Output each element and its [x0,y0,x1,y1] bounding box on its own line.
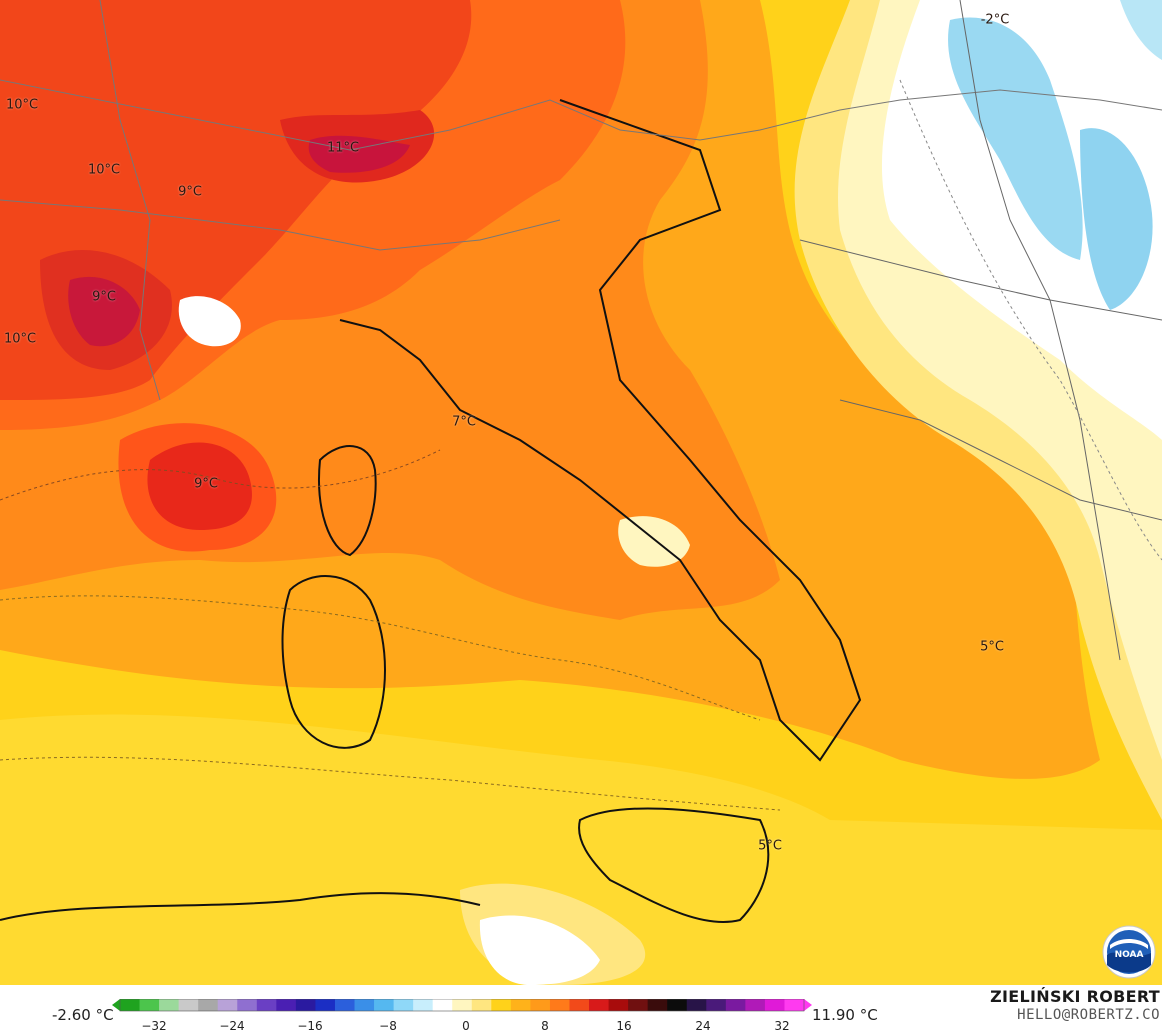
colorbar-segment [745,999,766,1011]
temperature-label: 9°C [92,289,116,305]
max-value-label: 11.90 °C [812,1006,878,1024]
colorbar [112,999,812,1012]
noaa-logo-text: NOAA [1115,950,1144,960]
colorbar-segment [608,999,629,1011]
noaa-logo: NOAA [1102,925,1156,979]
colorbar-tick: 8 [541,1019,549,1033]
colorbar-segment [374,999,395,1011]
colorbar-tick: −16 [297,1019,323,1033]
colorbar-segment [471,999,492,1011]
colorbar-outline [119,999,805,1012]
temperature-label: 11°C [326,140,360,156]
colorbar-segment [530,999,551,1011]
author-name: ZIELIŃSKI ROBERT [990,987,1160,1006]
map-canvas [0,0,1162,985]
colorbar-extend-low [112,999,120,1011]
colorbar-tick: 16 [616,1019,632,1033]
temperature-label: 10°C [3,331,37,347]
colorbar-segment [510,999,531,1011]
colorbar-segment [667,999,688,1011]
colorbar-segment [569,999,590,1011]
colorbar-segment [647,999,668,1011]
colorbar-segment [217,999,238,1011]
colorbar-segment [491,999,512,1011]
temperature-label: 9°C [194,476,218,492]
temperature-label: 7°C [452,414,476,430]
colorbar-segment [354,999,375,1011]
colorbar-segment [686,999,707,1011]
colorbar-tick: 0 [462,1019,470,1033]
legend-bar: -2.60 °C −32 −24 −16 −8 0 8 16 24 32 11.… [0,985,1162,1035]
colorbar-tick: 32 [774,1019,790,1033]
colorbar-segment [159,999,180,1011]
colorbar-segment [276,999,297,1011]
min-value-label: -2.60 °C [52,1006,114,1024]
colorbar-segment [237,999,258,1011]
colorbar-segment [334,999,356,1011]
colorbar-segment [393,999,414,1011]
temperature-label: 10°C [87,162,121,178]
colorbar-extend-high [804,999,812,1011]
colorbar-tick: −24 [219,1019,245,1033]
temperature-label: 5°C [758,838,782,854]
temperature-label: 9°C [178,184,202,200]
colorbar-segment [725,999,746,1011]
author-email: HELLO@ROBERTZ.CO [1017,1007,1160,1023]
colorbar-segment [764,999,786,1011]
colorbar-segment [295,999,317,1011]
colorbar-segment [178,999,199,1011]
colorbar-segment [706,999,727,1011]
colorbar-segment [784,999,805,1011]
colorbar-tick: −32 [141,1019,167,1033]
colorbar-segment [198,999,219,1011]
colorbar-segment [256,999,277,1011]
temperature-map: -2°C 10°C 10°C 11°C 9°C 9°C 10°C 7°C 9°C… [0,0,1162,985]
temperature-label: -2°C [980,12,1010,28]
colorbar-segment [589,999,610,1011]
colorbar-segment [452,999,473,1011]
temperature-label: 10°C [5,97,39,113]
colorbar-segment [120,999,141,1011]
colorbar-segment [432,999,453,1011]
colorbar-segment [315,999,336,1011]
colorbar-segment [549,999,571,1011]
colorbar-tick: 24 [695,1019,711,1033]
colorbar-segment [628,999,649,1011]
colorbar-tick: −8 [379,1019,397,1033]
colorbar-segment [139,999,160,1011]
temperature-label: 5°C [980,639,1004,655]
colorbar-segment [413,999,434,1011]
